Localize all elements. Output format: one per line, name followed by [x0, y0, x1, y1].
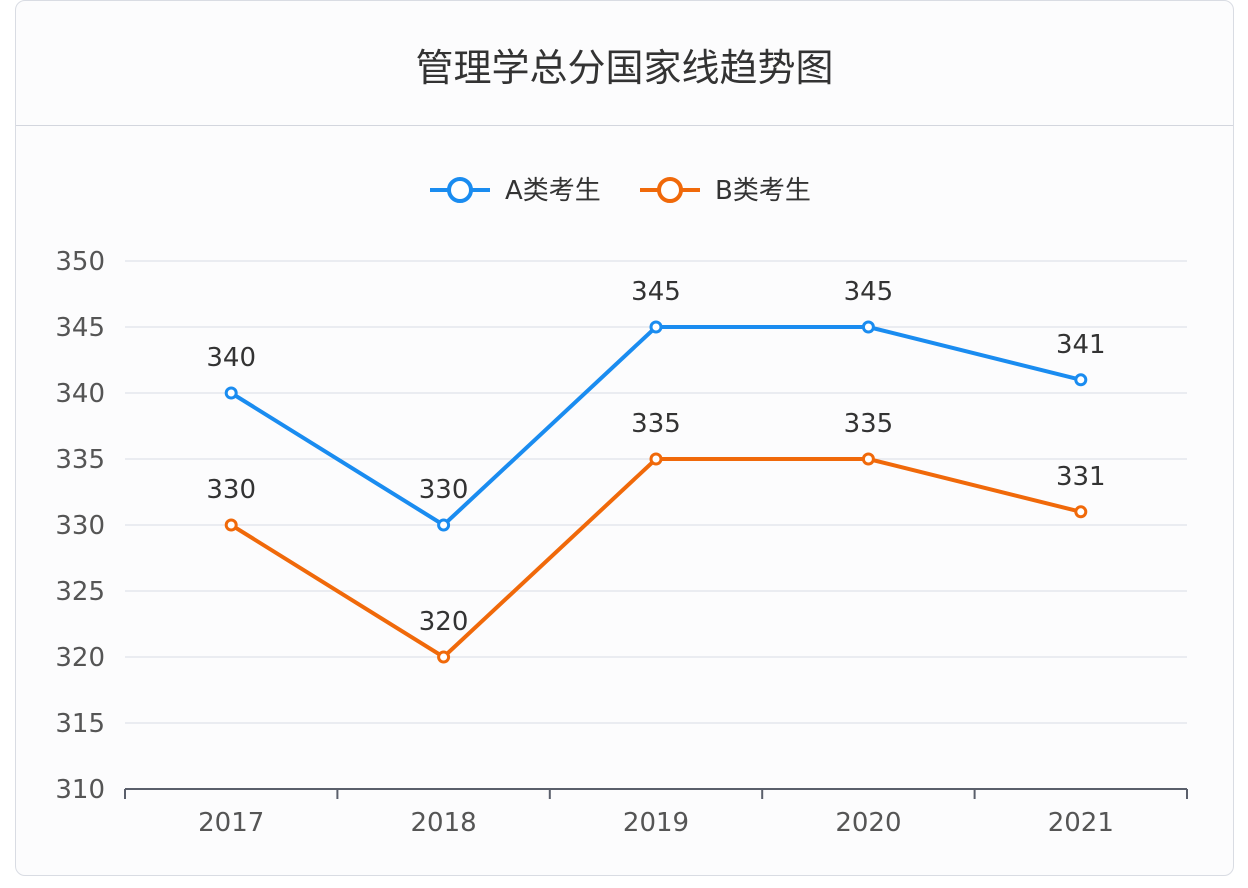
data-label: 345 — [631, 277, 681, 307]
data-point — [1074, 373, 1088, 387]
y-tick-label: 345 — [55, 313, 105, 343]
chart-title: 管理学总分国家线趋势图 — [415, 46, 834, 90]
legend-label: A类考生 — [505, 176, 601, 206]
data-point — [437, 518, 451, 532]
x-tick-label: 2017 — [198, 808, 264, 838]
data-label: 331 — [1056, 462, 1106, 492]
x-tick-label: 2021 — [1048, 808, 1114, 838]
data-point — [437, 650, 451, 664]
data-label: 330 — [419, 475, 469, 505]
data-point — [649, 452, 663, 466]
y-tick-label: 320 — [55, 643, 105, 673]
data-point — [649, 320, 663, 334]
data-point — [224, 518, 238, 532]
x-tick-label: 2020 — [835, 808, 901, 838]
series-line — [230, 457, 1082, 659]
title-divider — [16, 125, 1233, 126]
data-label: 345 — [844, 277, 894, 307]
data-label: 341 — [1056, 330, 1106, 360]
x-tick-label: 2018 — [411, 808, 477, 838]
data-point — [861, 452, 875, 466]
data-label: 330 — [206, 475, 256, 505]
legend-label: B类考生 — [715, 176, 811, 206]
y-tick-label: 335 — [55, 445, 105, 475]
x-tick-label: 2019 — [623, 808, 689, 838]
y-tick-label: 310 — [55, 775, 105, 805]
y-tick-label: 330 — [55, 511, 105, 541]
data-label: 340 — [206, 343, 256, 373]
legend-marker — [657, 177, 683, 203]
data-label: 320 — [419, 607, 469, 637]
data-point — [861, 320, 875, 334]
legend-marker — [447, 177, 473, 203]
y-tick-label: 340 — [55, 379, 105, 409]
y-tick-label: 350 — [55, 247, 105, 277]
data-point — [1074, 505, 1088, 519]
data-label: 335 — [631, 409, 681, 439]
chart-card: 管理学总分国家线趋势图 — [15, 0, 1234, 876]
y-tick-label: 325 — [55, 577, 105, 607]
data-point — [224, 386, 238, 400]
data-label: 335 — [844, 409, 894, 439]
y-tick-label: 315 — [55, 709, 105, 739]
